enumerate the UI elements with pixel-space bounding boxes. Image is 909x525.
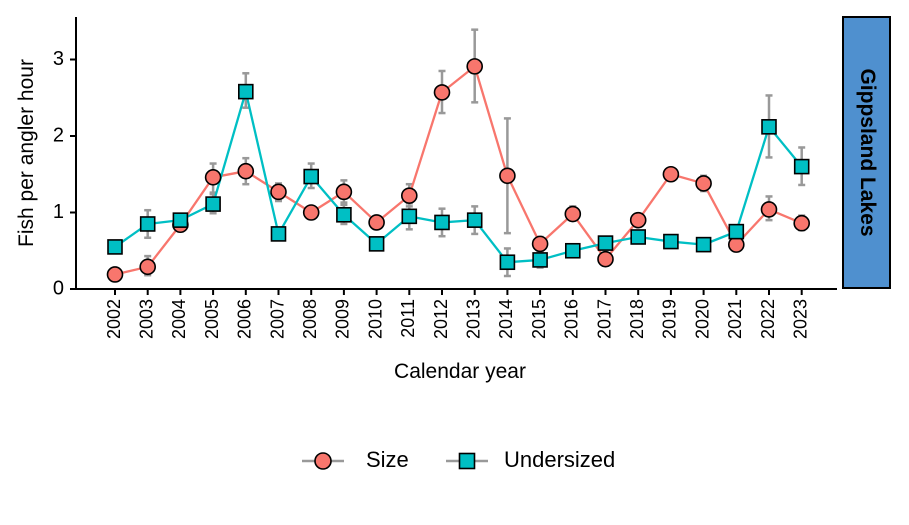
data-point-undersized xyxy=(499,254,516,271)
data-point-size xyxy=(204,169,222,186)
data-point-size xyxy=(139,258,156,276)
data-point-size xyxy=(237,162,255,180)
data-point-undersized xyxy=(270,226,287,242)
data-point-undersized xyxy=(597,235,614,251)
legend-key-marker xyxy=(458,452,476,470)
x-tick-label: 2013 xyxy=(463,299,483,339)
data-point-undersized xyxy=(793,158,810,175)
data-point-size xyxy=(662,165,680,183)
data-point-undersized xyxy=(139,216,156,232)
data-point-undersized xyxy=(303,168,320,185)
x-tick-label: 2021 xyxy=(725,299,745,339)
data-point-size xyxy=(531,235,549,253)
data-point-undersized xyxy=(663,233,679,250)
data-point-size xyxy=(302,204,320,221)
data-point-size xyxy=(433,84,451,101)
x-tick-label: 2002 xyxy=(104,299,124,339)
x-tick-label: 2023 xyxy=(790,299,810,339)
facet-strip: Gippsland Lakes xyxy=(842,16,891,289)
data-point-size xyxy=(760,201,778,218)
data-point-size xyxy=(400,187,418,204)
x-tick-label: 2008 xyxy=(300,299,320,339)
data-point-undersized xyxy=(336,206,352,223)
legend: Size Undersized xyxy=(302,447,615,472)
x-tick-label: 2014 xyxy=(496,299,516,339)
data-point-undersized xyxy=(466,212,483,228)
data-point-undersized xyxy=(205,196,221,212)
data-point-size xyxy=(270,183,287,201)
x-tick-label: 2006 xyxy=(235,299,255,339)
x-tick-label: 2022 xyxy=(758,299,778,339)
facet-strip-label: Gippsland Lakes xyxy=(856,68,879,236)
y-tick-label: 2 xyxy=(53,124,64,146)
data-point-size xyxy=(597,250,614,268)
y-axis-title: Fish per angler hour xyxy=(15,59,38,247)
x-ticks: 2002 2003 2004 2005 2006 2007 2008 2009 2010 2011… xyxy=(104,289,810,339)
series-line-size xyxy=(114,65,803,276)
facet-strip-box xyxy=(842,16,891,289)
data-point-undersized xyxy=(564,242,581,259)
series-lines xyxy=(114,65,803,276)
data-point-undersized xyxy=(238,83,254,100)
x-tick-label: 2004 xyxy=(169,299,189,339)
y-tick-label: 0 xyxy=(53,277,64,299)
series-points xyxy=(106,58,811,283)
legend-label: Undersized xyxy=(504,447,615,472)
x-tick-label: 2017 xyxy=(594,299,614,339)
data-point-size xyxy=(793,214,811,232)
x-tick-label: 2009 xyxy=(333,299,353,339)
legend-label: Size xyxy=(366,447,409,472)
x-tick-label: 2010 xyxy=(365,299,385,339)
x-tick-label: 2011 xyxy=(398,299,418,338)
x-tick-label: 2003 xyxy=(136,299,156,339)
data-point-size xyxy=(368,214,385,231)
data-point-undersized xyxy=(107,239,123,255)
data-point-undersized xyxy=(761,119,777,135)
data-point-size xyxy=(466,58,484,75)
axes xyxy=(75,17,837,290)
data-point-undersized xyxy=(728,223,745,240)
data-point-undersized xyxy=(401,208,418,225)
data-point-size xyxy=(499,167,516,185)
x-axis-title: Calendar year xyxy=(394,360,526,383)
y-tick-label: 1 xyxy=(53,201,64,223)
x-tick-label: 2007 xyxy=(267,299,287,339)
data-point-size xyxy=(629,211,647,229)
data-point-undersized xyxy=(532,252,548,268)
y-tick-label: 3 xyxy=(53,48,64,70)
x-tick-label: 2015 xyxy=(529,299,549,339)
x-tick-label: 2005 xyxy=(202,299,222,339)
data-point-size xyxy=(335,183,353,201)
data-point-undersized xyxy=(434,214,450,231)
y-ticks: 0 1 2 3 xyxy=(53,48,76,299)
x-tick-label: 2020 xyxy=(692,299,712,339)
data-point-undersized xyxy=(172,212,189,228)
x-tick-label: 2016 xyxy=(562,299,582,339)
data-point-size xyxy=(695,175,712,192)
legend-key-marker xyxy=(314,452,332,470)
x-tick-label: 2019 xyxy=(660,299,680,339)
x-tick-label: 2018 xyxy=(627,299,647,339)
data-point-size xyxy=(564,205,582,223)
series-line-undersized xyxy=(114,90,803,264)
x-tick-label: 2012 xyxy=(431,299,451,339)
data-point-undersized xyxy=(368,236,385,252)
data-point-undersized xyxy=(630,229,647,245)
data-point-undersized xyxy=(695,236,712,253)
data-point-size xyxy=(106,266,124,283)
